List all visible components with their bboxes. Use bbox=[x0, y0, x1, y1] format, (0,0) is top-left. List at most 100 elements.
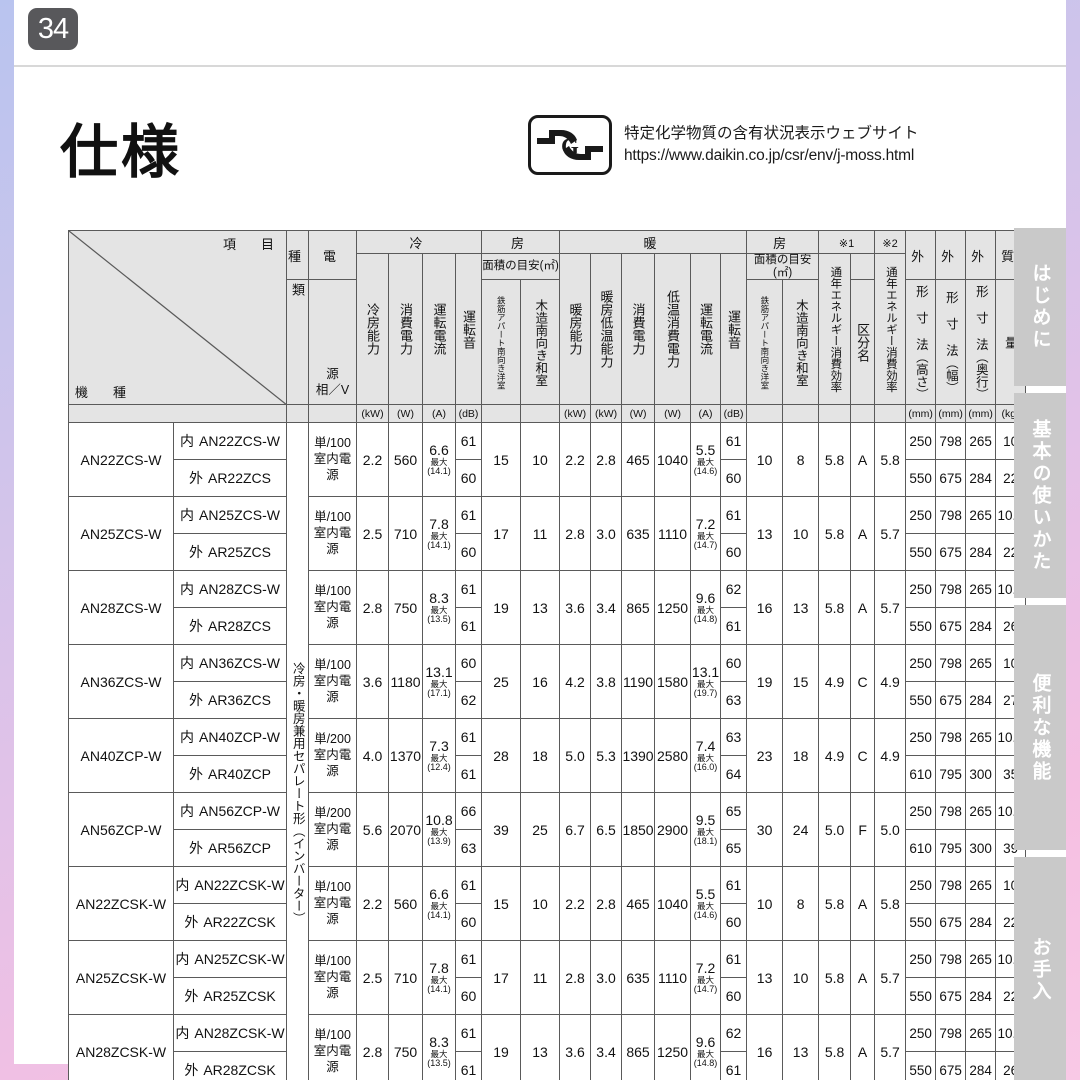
unit-dim-width: (mm) bbox=[935, 404, 967, 424]
cell-apf1: 5.8 bbox=[818, 422, 852, 498]
cell-indoor-model: 内 AN56ZCP-W bbox=[173, 792, 287, 831]
unit-cool-noise: (dB) bbox=[454, 404, 483, 424]
cell-dim-width-outdoor: 675 bbox=[935, 533, 967, 572]
cell-kubun: A bbox=[850, 496, 876, 572]
outdoor-prefix: 外 bbox=[188, 470, 203, 487]
cell-cool-noise-indoor: 61 bbox=[454, 940, 483, 979]
cell-cool-noise-indoor: 61 bbox=[454, 1014, 483, 1053]
cell-cool-area-wood: 25 bbox=[520, 792, 561, 868]
cell-dim-width-indoor: 798 bbox=[935, 644, 967, 683]
cell-heat-low-power: 1250 bbox=[654, 1014, 692, 1080]
jmoss-text: 特定化学物質の含有状況表示ウェブサイト https://www.daikin.c… bbox=[624, 123, 919, 168]
cell-outdoor-model: 外 AR22ZCSK bbox=[173, 903, 287, 942]
header-cool-area-concrete: 鉄筋アパート南向き洋室 bbox=[481, 279, 522, 406]
outdoor-prefix: 外 bbox=[188, 618, 203, 635]
cell-heat-noise-indoor: 63 bbox=[720, 718, 748, 757]
cell-heat-capacity: 5.0 bbox=[559, 718, 592, 794]
cell-cool-capacity: 2.5 bbox=[356, 940, 389, 1016]
header-note2: ※2 bbox=[874, 230, 907, 254]
cell-type: 冷房・暖房兼用セパレート形（インバーター） bbox=[286, 422, 309, 1080]
header-row-subgroups: 冷房能力 消費電力 運転電流 運転音 面積の目安(㎡) 暖房 bbox=[69, 252, 1026, 406]
cell-cool-power: 2070 bbox=[388, 792, 423, 868]
cell-heat-capacity: 2.2 bbox=[559, 422, 592, 498]
specifications-table-wrapper: 項 目 機 種 種 電 冷 房 暖 bbox=[68, 229, 1027, 1080]
cell-dim-depth-indoor: 265 bbox=[965, 1014, 997, 1053]
cell-cool-area-concrete: 25 bbox=[481, 644, 522, 720]
side-tab-label: お手入 bbox=[1029, 936, 1051, 1003]
side-tab-kihon[interactable]: 基本の使いかた bbox=[1014, 393, 1066, 598]
side-tab-oteire[interactable]: お手入 bbox=[1014, 857, 1066, 1080]
cell-heat-low-capacity: 2.8 bbox=[590, 866, 623, 942]
header-cool-noise: 運転音 bbox=[454, 252, 483, 406]
cell-apf2: 4.9 bbox=[874, 718, 907, 794]
header-row-units-bottom: (kW) (W) (A) (dB) (kW) (kW) (W) (W) (A) … bbox=[68, 404, 1027, 424]
unit-blank-gensou bbox=[308, 404, 357, 424]
cell-model: AN22ZCS-W bbox=[68, 422, 174, 498]
corner-diagonal-line bbox=[69, 231, 286, 404]
side-tab-label: はじめに bbox=[1029, 263, 1051, 351]
cell-indoor-model: 内 AN40ZCP-W bbox=[173, 718, 287, 757]
cell-heat-area-wood: 8 bbox=[782, 866, 820, 942]
cell-heat-low-power: 1580 bbox=[654, 644, 692, 720]
header-dim-depth-top: 外 bbox=[965, 229, 997, 281]
header-heat-noise: 運転音 bbox=[720, 252, 748, 406]
header-group-heating-area: 房 bbox=[746, 230, 820, 254]
cell-cool-noise-indoor: 61 bbox=[454, 718, 483, 757]
table-row: 外 AR28ZCS 61 61 550 675 284 26 bbox=[69, 607, 1027, 646]
indoor-prefix: 内 bbox=[175, 1025, 190, 1042]
header-heat-current: 運転電流 bbox=[690, 252, 722, 406]
cell-heat-area-wood: 18 bbox=[782, 718, 820, 794]
header-kubun-spacer bbox=[850, 252, 876, 281]
jmoss-g-mark-icon: G bbox=[528, 115, 612, 175]
cell-heat-low-power: 1110 bbox=[654, 496, 692, 572]
cell-heat-area-concrete: 16 bbox=[746, 1014, 784, 1080]
unit-blank-cool-area-c bbox=[481, 404, 522, 424]
cell-cool-capacity: 2.2 bbox=[356, 866, 389, 942]
table-row: 外 AR25ZCSK 60 60 550 675 284 22 bbox=[69, 977, 1027, 1016]
cell-power-source: 単/200 室内電源 bbox=[308, 792, 357, 868]
unit-cool-power: (W) bbox=[388, 404, 423, 424]
cell-cool-noise-outdoor: 61 bbox=[454, 607, 483, 646]
table-row: AN40ZCP-W 内 AN40ZCP-W 単/200 室内電源 4.0 1370 7.3 最大… bbox=[68, 718, 1027, 794]
cell-heat-area-wood: 10 bbox=[782, 496, 820, 572]
unit-heat-capacity: (kW) bbox=[559, 404, 592, 424]
cell-dim-depth-outdoor: 300 bbox=[965, 829, 997, 868]
cell-model: AN56ZCP-W bbox=[68, 792, 174, 868]
header-apf2: 通年エネルギー消費効率 bbox=[874, 252, 907, 406]
cell-indoor-model: 内 AN28ZCSK-W bbox=[173, 1014, 287, 1053]
jmoss-url[interactable]: https://www.daikin.co.jp/csr/env/j-moss.… bbox=[624, 147, 915, 164]
cell-dim-height-outdoor: 550 bbox=[905, 607, 937, 646]
cell-heat-area-wood: 13 bbox=[782, 570, 820, 646]
cell-heat-area-concrete: 19 bbox=[746, 644, 784, 720]
cell-heat-low-capacity: 5.3 bbox=[590, 718, 623, 794]
cell-dim-width-indoor: 798 bbox=[935, 496, 967, 535]
cell-dim-height-indoor: 250 bbox=[905, 866, 937, 905]
cell-dim-width-outdoor: 795 bbox=[935, 755, 967, 794]
cell-cool-noise-outdoor: 60 bbox=[454, 903, 483, 942]
table-row: AN28ZCSK-W 内 AN28ZCSK-W 単/100 室内電源 2.8 750 8.3 最… bbox=[68, 1014, 1027, 1080]
cell-heat-noise-outdoor: 65 bbox=[720, 829, 748, 868]
cell-heat-current: 7.2 最大 (14.7) bbox=[690, 940, 722, 1016]
side-tab-hajimeni[interactable]: はじめに bbox=[1014, 228, 1066, 386]
cell-apf1: 5.0 bbox=[818, 792, 852, 868]
table-row: 外 AR36ZCS 62 63 550 675 284 27 bbox=[69, 681, 1027, 720]
jmoss-letter: G bbox=[561, 134, 579, 159]
cell-model: AN22ZCSK-W bbox=[68, 866, 174, 942]
cell-heat-low-power: 1110 bbox=[654, 940, 692, 1016]
cell-cool-capacity: 3.6 bbox=[356, 644, 389, 720]
cell-dim-height-outdoor: 550 bbox=[905, 1051, 937, 1080]
cell-heat-noise-indoor: 61 bbox=[720, 866, 748, 905]
cell-model: AN40ZCP-W bbox=[68, 718, 174, 794]
cell-apf2: 5.7 bbox=[874, 940, 907, 1016]
cell-apf1: 4.9 bbox=[818, 644, 852, 720]
header-dim-height-top: 外 bbox=[905, 229, 937, 281]
cell-cool-area-wood: 10 bbox=[520, 422, 561, 498]
cell-cool-noise-indoor: 60 bbox=[454, 644, 483, 683]
indoor-prefix: 内 bbox=[175, 877, 190, 894]
cell-outdoor-model: 外 AR40ZCP bbox=[173, 755, 287, 794]
cell-heat-area-concrete: 10 bbox=[746, 422, 784, 498]
cell-heat-noise-indoor: 62 bbox=[720, 570, 748, 609]
outdoor-prefix: 外 bbox=[188, 692, 203, 709]
side-tab-benri[interactable]: 便利な機能 bbox=[1014, 605, 1066, 850]
cell-heat-area-concrete: 16 bbox=[746, 570, 784, 646]
